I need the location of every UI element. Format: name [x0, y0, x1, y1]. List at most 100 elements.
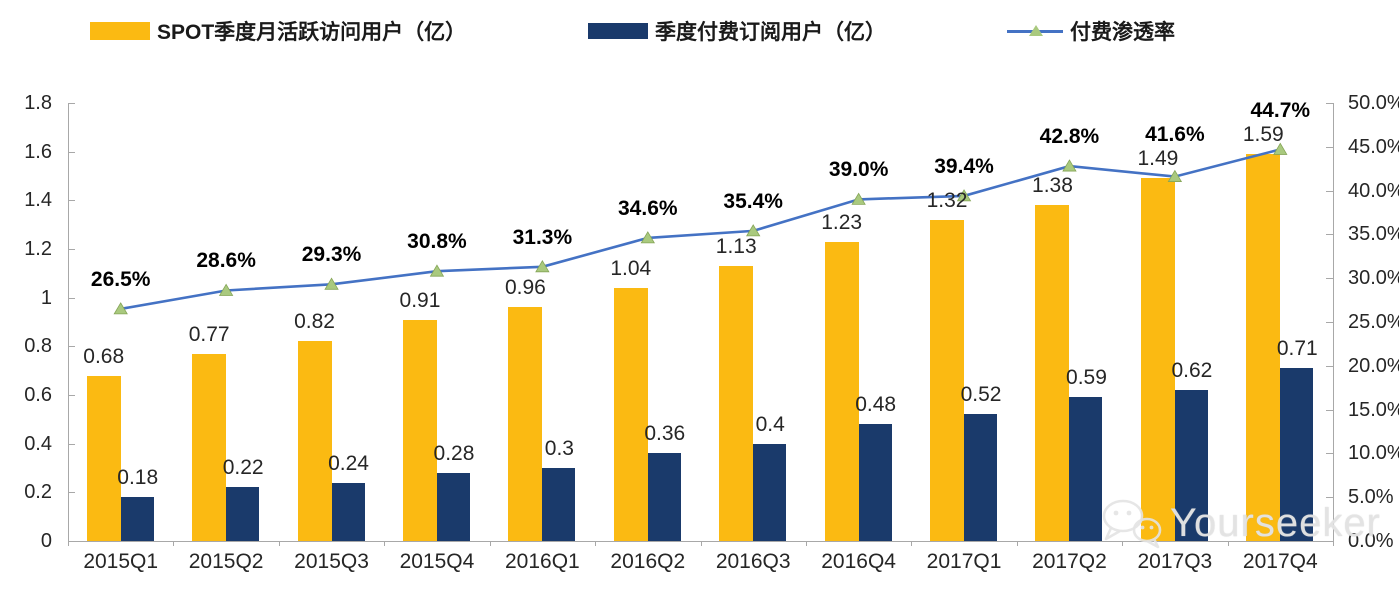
line-marker: [535, 260, 550, 273]
y2-axis-tick-mark: [1326, 146, 1333, 148]
right-axis-line: [1333, 103, 1334, 541]
x-axis-tick-label: 2016Q3: [715, 550, 791, 573]
bar-mau: [402, 319, 437, 541]
x-axis-tick-mark: [489, 541, 491, 546]
bar-value-label-mau: 1.13: [715, 235, 757, 259]
y2-axis-tick-mark: [1326, 103, 1333, 104]
bar-value-label-mau: 1.32: [926, 188, 968, 212]
bar-value-label-subscribers: 0.71: [1276, 337, 1318, 361]
penetration-pct-label: 44.7%: [1250, 99, 1311, 123]
y2-axis-tick-label: 25.0%: [1348, 311, 1399, 333]
bar-value-label-subscribers: 0.3: [544, 437, 574, 460]
legend-label-penetration: 付费渗透率: [1070, 21, 1175, 44]
subscribers-bar-swatch: [588, 23, 648, 39]
x-axis-tick-label: 2017Q3: [1137, 550, 1213, 573]
x-axis-tick-label: 2015Q4: [399, 550, 475, 573]
x-axis-tick-mark: [911, 541, 913, 546]
x-axis-tick-mark: [1333, 541, 1334, 546]
triangle-marker-icon: [1029, 25, 1043, 36]
line-marker: [324, 277, 339, 290]
watermark: Yourseeker: [1098, 496, 1381, 550]
x-axis-tick-mark: [595, 541, 597, 546]
bar-mau: [613, 287, 648, 541]
penetration-line: [120, 148, 1281, 311]
line-marker: [1062, 159, 1077, 172]
bar-value-label-subscribers: 0.4: [755, 412, 785, 436]
x-axis-tick-mark: [278, 541, 280, 546]
bar-subscribers: [331, 482, 365, 541]
penetration-line-swatch: [1007, 23, 1063, 39]
penetration-pct-label: 34.6%: [618, 196, 678, 220]
bar-value-label-mau: 1.04: [610, 256, 652, 280]
bar-value-label-subscribers: 0.18: [117, 466, 159, 490]
y2-axis-tick-mark: [1326, 365, 1333, 367]
bar-subscribers: [1069, 397, 1103, 541]
bar-value-label-mau: 1.59: [1242, 123, 1284, 147]
legend-item-subscribers: 季度付费订阅用户（亿）: [588, 18, 886, 44]
y-axis-tick-mark: [68, 200, 75, 202]
penetration-pct-label: 31.3%: [512, 225, 573, 249]
x-axis-tick-label: 2015Q2: [188, 550, 264, 573]
bar-value-label-subscribers: 0.28: [433, 441, 475, 465]
bar-mau: [930, 219, 965, 541]
legend-item-penetration: 付费渗透率: [1007, 18, 1175, 44]
x-axis-tick-label: 2017Q1: [926, 550, 1002, 573]
x-axis-tick-label: 2016Q1: [505, 550, 580, 573]
y2-axis-tick-mark: [1326, 190, 1333, 192]
y-axis-tick-mark: [68, 103, 75, 104]
y2-axis-tick-label: 35.0%: [1348, 223, 1399, 246]
bar-subscribers: [226, 487, 260, 541]
x-axis-tick-mark: [1227, 541, 1229, 546]
bar-value-label-subscribers: 0.24: [328, 451, 369, 475]
x-axis-tick-mark: [1016, 541, 1018, 546]
bar-subscribers: [120, 497, 154, 541]
y-axis-tick-label: 0: [40, 530, 52, 552]
bar-mau: [719, 266, 754, 541]
bar-value-label-mau: 0.96: [504, 276, 546, 300]
y2-axis-tick-mark: [1326, 409, 1333, 411]
penetration-pct-label: 39.4%: [934, 154, 994, 178]
y-axis-tick-label: 1.4: [24, 189, 52, 212]
y-axis-tick-label: 1: [40, 286, 52, 309]
bar-mau: [508, 307, 543, 541]
penetration-pct-label: 35.4%: [723, 189, 783, 213]
y2-axis-tick-mark: [1326, 541, 1333, 542]
y-axis-tick-mark: [68, 151, 75, 153]
x-axis-tick-mark: [1122, 541, 1124, 546]
bar-value-label-subscribers: 0.59: [1066, 366, 1107, 390]
y2-axis-tick-label: 45.0%: [1348, 135, 1399, 158]
y2-axis-tick-label: 30.0%: [1348, 267, 1399, 290]
y-axis-tick-mark: [68, 346, 75, 348]
bar-subscribers: [647, 453, 681, 541]
penetration-pct-label: 41.6%: [1145, 123, 1205, 147]
bar-value-label-subscribers: 0.36: [644, 422, 686, 446]
line-marker: [113, 302, 128, 315]
y-axis-tick-label: 0.4: [24, 432, 52, 455]
bar-value-label-mau: 1.49: [1137, 147, 1179, 171]
y-axis-tick-mark: [68, 492, 75, 494]
bar-subscribers: [1174, 390, 1208, 541]
y-axis-tick-mark: [68, 249, 75, 250]
penetration-pct-label: 26.5%: [90, 267, 151, 291]
y-axis-tick-mark: [68, 541, 75, 542]
legend-label-mau: SPOT季度月活跃访问用户（亿）: [157, 21, 467, 44]
left-axis-line: [68, 103, 69, 541]
y2-axis-tick-mark: [1326, 234, 1333, 236]
bar-subscribers: [858, 424, 892, 541]
penetration-pct-label: 42.8%: [1039, 125, 1100, 149]
x-axis-tick-mark: [173, 541, 175, 546]
bar-value-label-subscribers: 0.22: [222, 456, 264, 480]
bar-value-label-mau: 0.68: [83, 344, 125, 368]
bar-value-label-subscribers: 0.62: [1171, 359, 1213, 383]
y-axis-tick-mark: [68, 443, 75, 445]
y-axis-tick-label: 0.6: [24, 384, 52, 406]
bar-mau: [86, 375, 121, 541]
x-axis-tick-label: 2017Q2: [1032, 550, 1107, 573]
x-axis-tick-label: 2015Q3: [294, 550, 369, 573]
penetration-pct-label: 28.6%: [196, 249, 256, 273]
y2-axis-tick-label: 10.0%: [1348, 442, 1399, 465]
x-axis-tick-label: 2016Q2: [610, 550, 686, 573]
y2-axis-tick-label: 0.0%: [1348, 530, 1394, 552]
bar-value-label-subscribers: 0.48: [855, 393, 897, 417]
